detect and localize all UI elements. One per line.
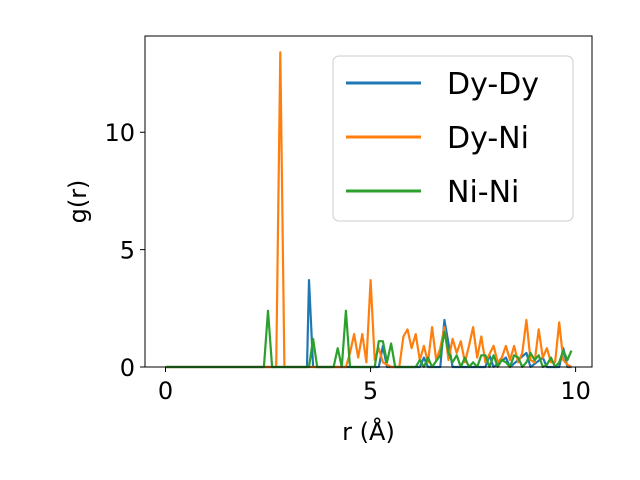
y-axis-label: g(r) xyxy=(64,180,92,224)
legend-label: Dy-Dy xyxy=(447,67,539,102)
legend-label: Dy-Ni xyxy=(447,121,529,156)
axes-frame xyxy=(144,35,593,368)
y-tick-label: 5 xyxy=(120,237,135,265)
x-tick-label: 5 xyxy=(363,377,378,405)
x-tick-label: 0 xyxy=(158,377,173,405)
y-tick-label: 0 xyxy=(120,354,135,382)
y-tick-label: 10 xyxy=(104,119,135,147)
series-line-ni-ni xyxy=(165,309,573,369)
legend-box xyxy=(332,55,574,222)
x-axis: 0 5 10 xyxy=(158,367,591,405)
legend-label: Ni-Ni xyxy=(447,175,519,210)
series-line-dy-ni xyxy=(165,51,573,369)
x-tick-label: 10 xyxy=(560,377,591,405)
y-axis: 0 5 10 xyxy=(104,119,145,382)
legend: Dy-Dy Dy-Ni Ni-Ni xyxy=(332,55,574,222)
x-axis-label: r (Å) xyxy=(342,417,395,446)
